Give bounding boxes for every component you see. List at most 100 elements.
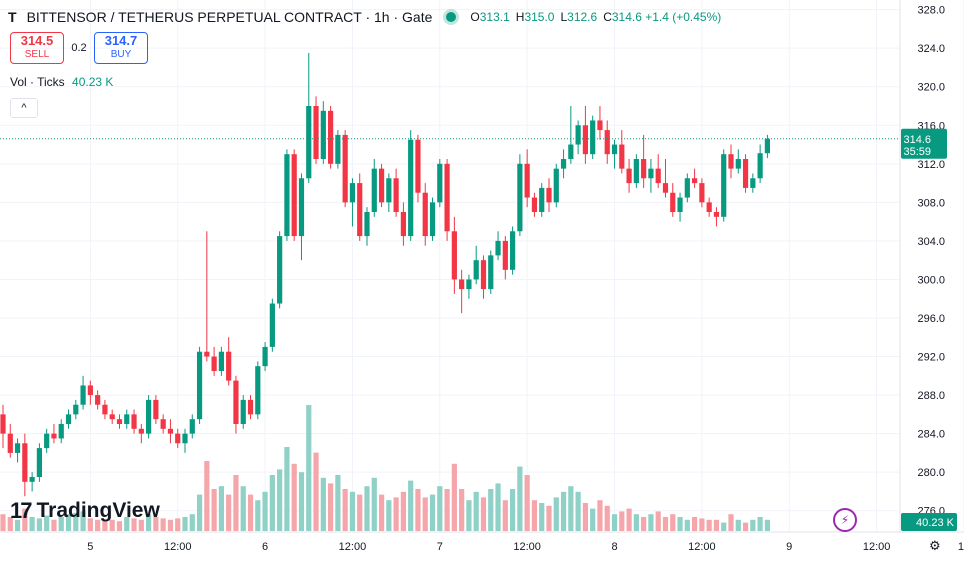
- sell-button[interactable]: 314.5 SELL: [10, 32, 64, 64]
- candle-body: [291, 154, 297, 237]
- volume-bar: [109, 519, 115, 531]
- time-tick-label: 9: [786, 541, 792, 553]
- volume-bar: [662, 517, 669, 531]
- time-tick-label: 7: [437, 541, 443, 553]
- candle-body: [590, 120, 596, 155]
- candle-body: [575, 125, 581, 145]
- last-price-tag: [901, 128, 947, 159]
- candle-body: [0, 414, 6, 434]
- candle-body: [342, 134, 348, 203]
- volume-bar: [517, 466, 523, 531]
- volume-bar: [364, 486, 370, 531]
- candle-body: [706, 202, 712, 212]
- candle-body: [357, 183, 363, 237]
- ohlc-values: O313.1 H315.0 L312.6 C314.6 +1.4 (+0.45%…: [470, 10, 721, 24]
- candle-body: [306, 106, 312, 179]
- buy-button[interactable]: 314.7 BUY: [94, 32, 148, 64]
- time-tick-label: 12:00: [513, 541, 541, 553]
- candle-body: [495, 240, 501, 256]
- volume-bar: [218, 486, 224, 531]
- volume-tag: [901, 513, 957, 531]
- lightning-icon[interactable]: ⚡: [833, 508, 857, 532]
- candle-body: [320, 110, 326, 159]
- volume-bar: [437, 486, 443, 531]
- volume-bar: [764, 519, 770, 531]
- volume-bar: [233, 475, 239, 531]
- volume-bar: [713, 519, 720, 531]
- candle-body: [131, 414, 137, 429]
- candle-body: [626, 168, 632, 184]
- candle-body: [429, 202, 436, 237]
- candle-body: [196, 351, 203, 420]
- volume-bar: [306, 405, 312, 531]
- time-tick-label: 12:00: [863, 541, 891, 553]
- tradingview-logo[interactable]: 17 TradingView: [10, 498, 160, 524]
- volume-bar: [146, 514, 152, 531]
- gear-icon[interactable]: ⚙: [929, 538, 941, 553]
- candle-body: [328, 110, 334, 164]
- candle-body: [400, 212, 406, 237]
- price-tick-label: 328.0: [917, 5, 945, 17]
- candle-body: [146, 399, 152, 434]
- volume-bar: [335, 475, 341, 531]
- candle-body: [22, 443, 28, 482]
- volume-bar: [22, 508, 28, 531]
- candle-body: [364, 212, 370, 237]
- candle-body: [422, 192, 428, 237]
- volume-bar: [65, 514, 72, 531]
- candle-body: [633, 159, 639, 184]
- volume-legend[interactable]: Vol · Ticks 40.23 K: [10, 75, 113, 89]
- time-tick-label: 8: [611, 541, 617, 553]
- volume-bar: [590, 508, 596, 531]
- volume-bar: [95, 519, 101, 531]
- volume-bar: [211, 489, 217, 531]
- volume-bar: [320, 477, 326, 531]
- candle-body: [378, 168, 385, 203]
- candle-body: [721, 154, 727, 217]
- volume-bar: [510, 489, 516, 531]
- ohlc-low: L312.6: [560, 10, 598, 24]
- candle-body: [211, 356, 217, 371]
- volume-bar: [633, 514, 639, 531]
- candle-body: [29, 477, 35, 482]
- volume-bar: [371, 477, 377, 531]
- volume-bar: [502, 500, 508, 531]
- candle-body: [116, 419, 123, 424]
- volume-bar: [626, 508, 632, 531]
- candle-body: [619, 144, 625, 169]
- volume-bar: [357, 494, 363, 531]
- price-tick-label: 300.0: [917, 274, 945, 286]
- volume-bar: [444, 489, 450, 531]
- countdown-label: 35:59: [903, 146, 931, 158]
- candle-body: [466, 279, 472, 290]
- candle-body: [51, 433, 57, 439]
- sell-price: 314.5: [20, 33, 54, 48]
- volume-bar: [291, 463, 297, 531]
- candle-body: [502, 240, 508, 270]
- volume-bar: [204, 461, 210, 531]
- volume-legend-value: 40.23 K: [72, 75, 114, 89]
- price-tick-label: 308.0: [917, 197, 945, 209]
- candle-body: [437, 163, 443, 203]
- candle-body: [65, 414, 72, 424]
- volume-bar: [378, 494, 385, 531]
- volume-bar: [641, 517, 647, 531]
- volume-bar: [313, 452, 319, 531]
- symbol-title[interactable]: BITTENSOR / TETHERUS PERPETUAL CONTRACT …: [26, 9, 433, 25]
- collapse-legend-button[interactable]: ^: [10, 98, 38, 118]
- volume-bar: [196, 494, 203, 531]
- volume-bar: [422, 497, 428, 531]
- candle-body: [138, 428, 144, 434]
- volume-bar: [539, 503, 545, 531]
- volume-bar: [160, 518, 166, 531]
- candle-body: [36, 448, 42, 477]
- volume-bar: [393, 497, 399, 531]
- candle-body: [531, 197, 538, 212]
- volume-bar: [728, 514, 734, 531]
- candle-body: [44, 433, 50, 449]
- candle-body: [58, 424, 64, 439]
- candle-body: [764, 138, 770, 154]
- candle-body: [582, 125, 588, 155]
